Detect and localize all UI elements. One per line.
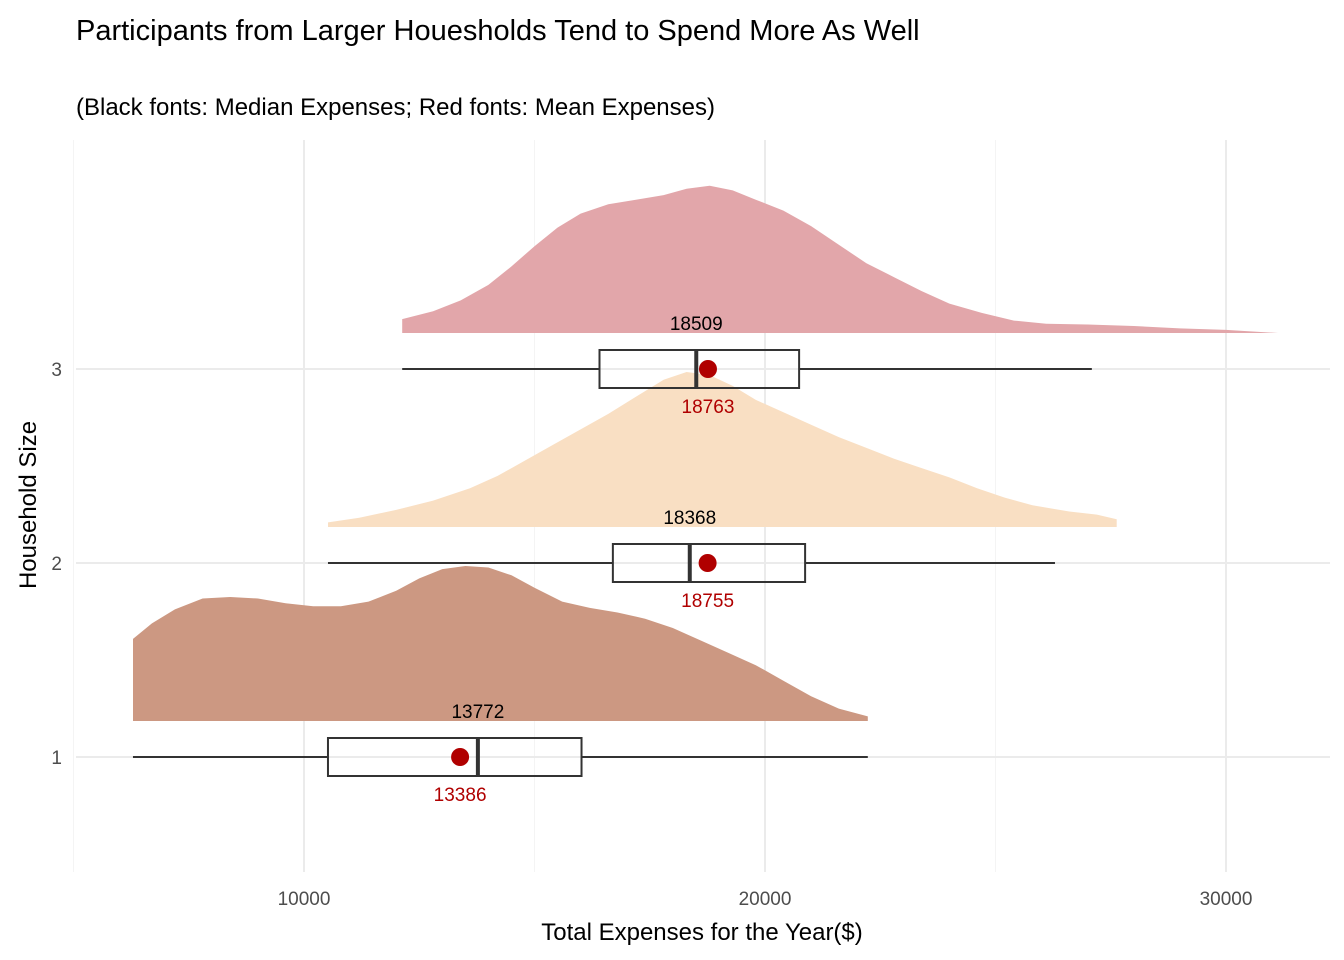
mean-point: [451, 748, 470, 766]
median-label-2: 18368: [663, 508, 716, 529]
x-tick-label: 20000: [739, 889, 792, 910]
x-axis-title: Total Expenses for the Year($): [541, 919, 863, 946]
density-cloud-1: [133, 566, 868, 721]
mean-label-3: 18763: [682, 397, 735, 418]
box-iqr: [326, 737, 583, 777]
boxplot-3: [402, 349, 1092, 389]
stat-labels: 13772 13386 18368 18755 18509 18763: [434, 314, 735, 806]
chart-title: Participants from Larger Houesholds Tend…: [76, 15, 920, 47]
density-clouds: [133, 185, 1279, 721]
x-tick-label: 30000: [1200, 889, 1253, 910]
density-cloud-2: [328, 372, 1117, 527]
box-iqr: [598, 349, 801, 389]
median-label-3: 18509: [670, 314, 723, 335]
boxplot-1: [132, 737, 868, 777]
mean-point: [698, 360, 717, 378]
y-axis-title: Household Size: [15, 421, 42, 589]
mean-label-2: 18755: [681, 591, 734, 612]
box-iqr: [611, 543, 807, 583]
density-cloud-3: [402, 185, 1279, 333]
median-label-1: 13772: [451, 702, 504, 723]
y-tick-label: 3: [51, 360, 62, 381]
x-tick-label: 10000: [278, 889, 331, 910]
axis-ticks: 10000 20000 30000 1 2 3: [51, 360, 1252, 910]
mean-label-1: 13386: [434, 785, 487, 806]
boxplot-2: [327, 543, 1055, 583]
mean-point: [698, 554, 717, 572]
chart-subtitle: (Black fonts: Median Expenses; Red fonts…: [76, 94, 715, 121]
boxplots: [132, 349, 1092, 777]
y-tick-label: 2: [51, 554, 62, 575]
y-tick-label: 1: [51, 748, 62, 769]
